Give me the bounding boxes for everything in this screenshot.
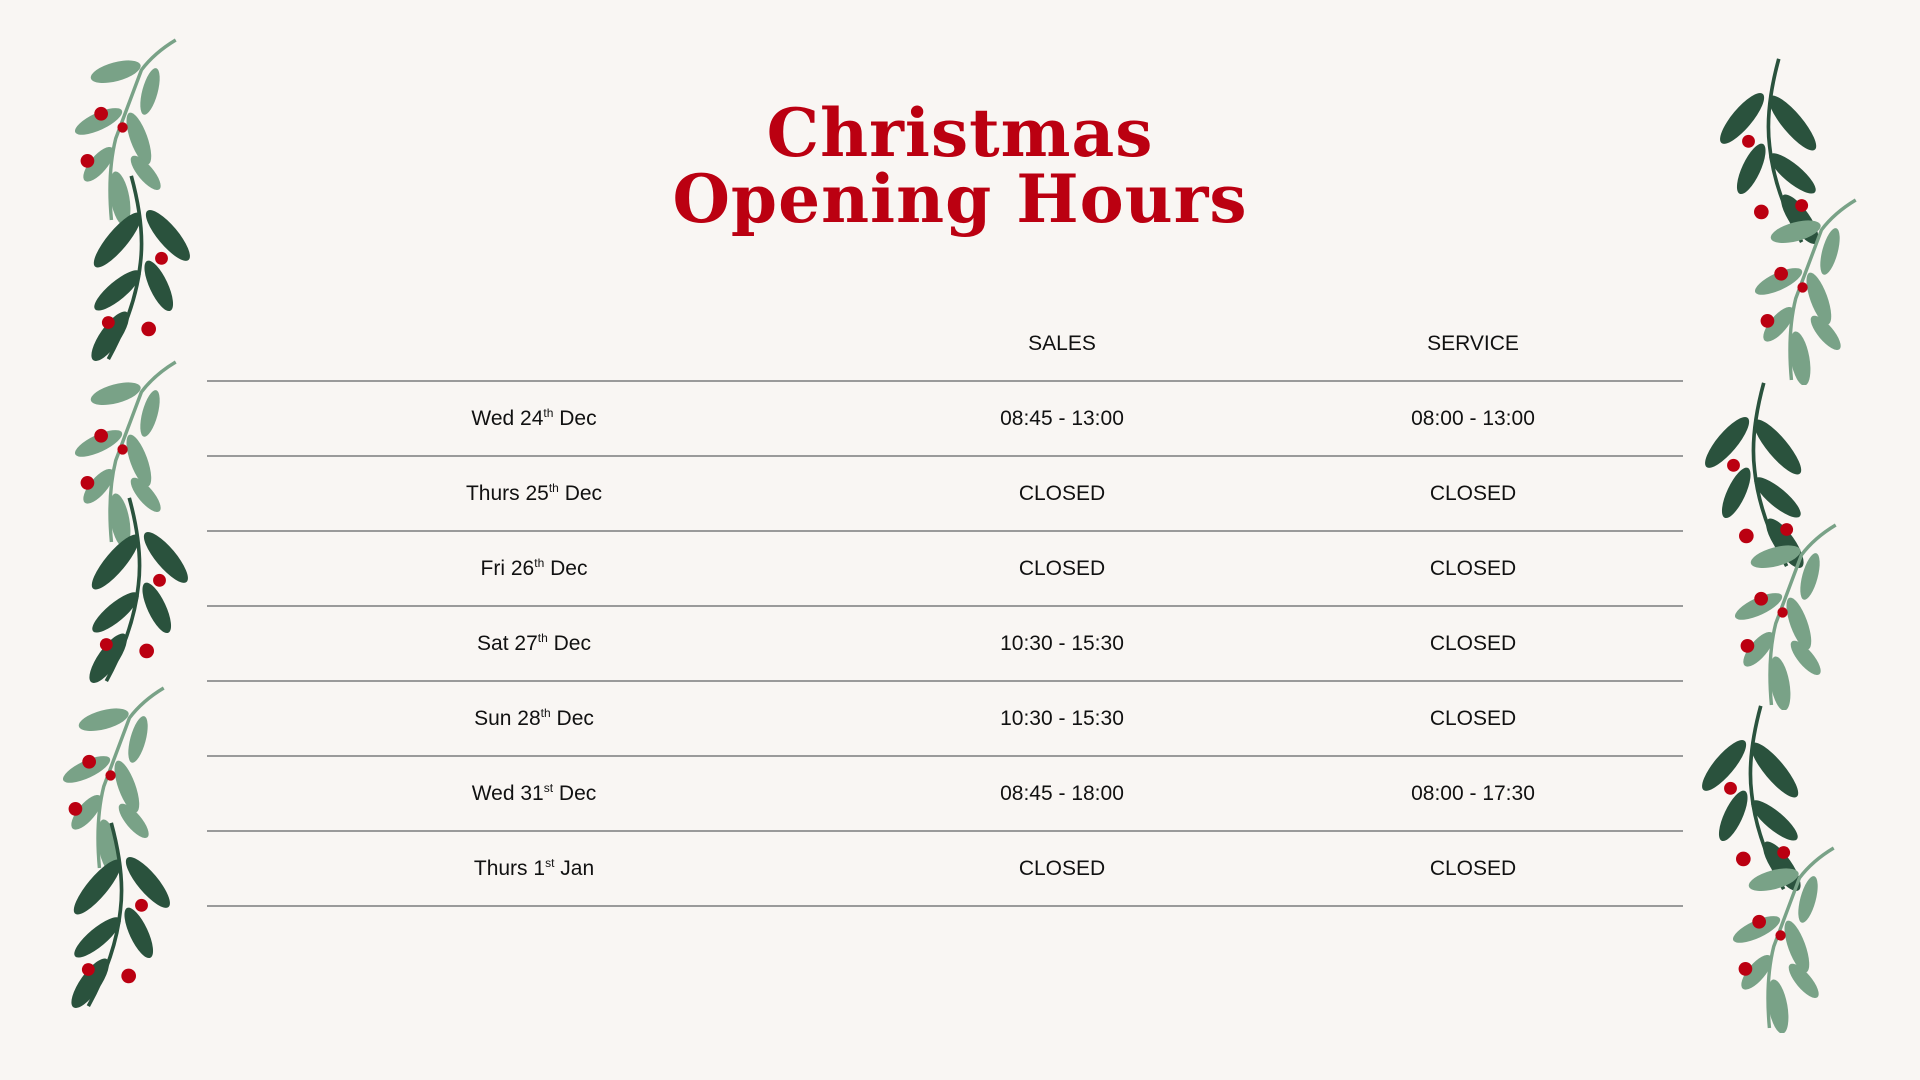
mistletoe-sprig-icon: [88, 487, 198, 692]
title-line-1: Christmas: [766, 94, 1154, 172]
service-hours: CLOSED: [1429, 631, 1517, 655]
day-suffix: th: [543, 406, 554, 420]
title-line-2: Opening Hours: [672, 160, 1248, 238]
sales-hours: CLOSED: [1018, 856, 1106, 880]
day-label: Sat 27: [477, 632, 538, 655]
mistletoe-sprig-icon: [1720, 520, 1840, 710]
month-label: Dec: [564, 482, 603, 505]
sales-hours: 10:30 - 15:30: [1000, 706, 1124, 730]
table-header: SALES SERVICE: [207, 307, 1683, 382]
service-hours: 08:00 - 17:30: [1411, 781, 1535, 805]
month-label: Jan: [560, 857, 595, 880]
day-label: Sun 28: [474, 707, 541, 730]
mistletoe-sprig-icon: [1718, 843, 1838, 1033]
service-hours: CLOSED: [1429, 706, 1517, 730]
day-cell: Thurs 25th Dec: [207, 481, 861, 506]
table-row: Fri 26th Dec CLOSED CLOSED: [207, 532, 1683, 607]
table-row: Sun 28th Dec 10:30 - 15:30 CLOSED: [207, 682, 1683, 757]
day-cell: Wed 24th Dec: [207, 406, 861, 431]
service-hours: 08:00 - 13:00: [1411, 406, 1535, 430]
month-label: Dec: [559, 407, 597, 430]
service-hours: CLOSED: [1429, 556, 1517, 580]
day-label: Thurs 1: [473, 857, 546, 880]
day-cell: Thurs 1st Jan: [207, 856, 861, 881]
day-suffix: th: [537, 631, 548, 645]
header-service: SERVICE: [1427, 331, 1519, 355]
day-suffix: th: [534, 556, 545, 570]
table-row: Wed 31st Dec 08:45 - 18:00 08:00 - 17:30: [207, 757, 1683, 832]
day-label: Thurs 25: [465, 482, 549, 505]
day-cell: Sun 28th Dec: [207, 706, 861, 731]
table-row: Thurs 25th Dec CLOSED CLOSED: [207, 457, 1683, 532]
header-sales: SALES: [1028, 331, 1096, 355]
sales-hours: 08:45 - 18:00: [1000, 781, 1124, 805]
day-label: Fri 26: [480, 557, 535, 580]
day-suffix: st: [545, 856, 555, 870]
sales-hours: CLOSED: [1018, 556, 1106, 580]
sales-hours: 08:45 - 13:00: [1000, 406, 1124, 430]
day-cell: Fri 26th Dec: [207, 556, 861, 581]
day-label: Wed 31: [471, 782, 544, 805]
service-hours: CLOSED: [1429, 856, 1517, 880]
opening-hours-table: SALES SERVICE Wed 24th Dec 08:45 - 13:00 0…: [207, 307, 1683, 907]
table-row: Sat 27th Dec 10:30 - 15:30 CLOSED: [207, 607, 1683, 682]
table-row: Wed 24th Dec 08:45 - 13:00 08:00 - 13:00: [207, 382, 1683, 457]
month-label: Dec: [556, 707, 594, 730]
sales-hours: CLOSED: [1018, 481, 1106, 505]
day-cell: Wed 31st Dec: [207, 781, 861, 806]
service-hours: CLOSED: [1429, 481, 1517, 505]
day-label: Wed 24: [471, 407, 544, 430]
sales-hours: 10:30 - 15:30: [1000, 631, 1124, 655]
day-suffix: th: [540, 706, 551, 720]
month-label: Dec: [558, 782, 597, 805]
table-row: Thurs 1st Jan CLOSED CLOSED: [207, 832, 1683, 907]
month-label: Dec: [553, 632, 591, 655]
mistletoe-sprig-icon: [70, 812, 180, 1017]
month-label: Dec: [550, 557, 588, 580]
day-cell: Sat 27th Dec: [207, 631, 861, 656]
page-title: Christmas Opening Hours: [0, 100, 1920, 232]
day-suffix: th: [548, 481, 559, 495]
day-suffix: st: [543, 781, 554, 795]
